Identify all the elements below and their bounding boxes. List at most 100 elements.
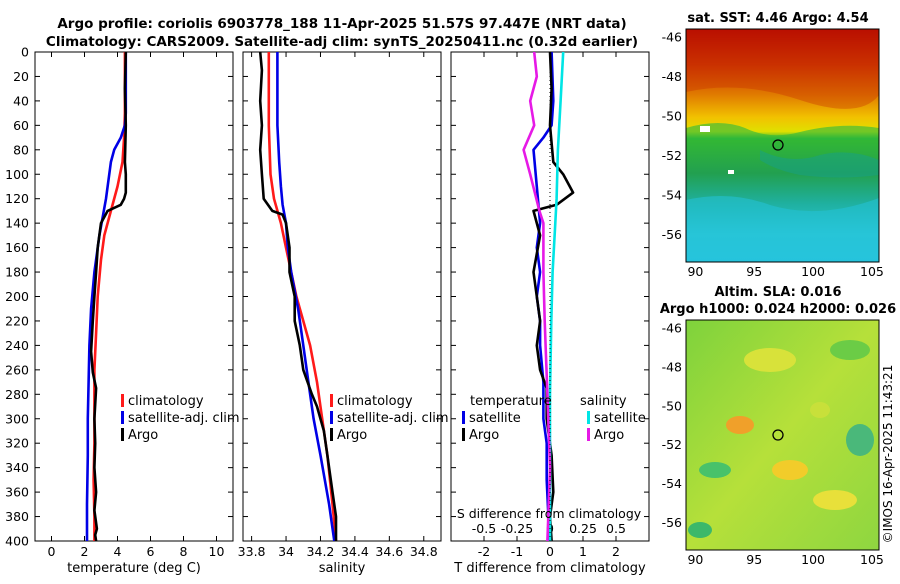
legend-swatch-t-satellite (462, 411, 465, 424)
series-line-argo (258, 52, 338, 541)
temperature-axes (34, 51, 234, 542)
legend-label-s-satellite: satellite (594, 411, 646, 426)
y-tick-label: 380 (5, 509, 29, 524)
x-tick-label: 33.8 (238, 544, 266, 559)
map-y-tick-label: -52 (662, 148, 682, 163)
map-x-tick-label: 105 (860, 552, 884, 567)
map-x-tick-label: 100 (801, 552, 825, 567)
sst-map-frame (685, 28, 880, 263)
legend-label-s-argo: Argo (594, 428, 624, 443)
x-tick-label: 34.8 (410, 544, 438, 559)
map-y-tick-label: -50 (662, 108, 682, 123)
x-tick-label: 2 (81, 544, 89, 559)
y-tick-label: 220 (5, 313, 29, 328)
map-y-tick-label: -52 (662, 437, 682, 452)
legend-swatch-argo (330, 428, 333, 441)
legend-label-climatology: climatology (337, 394, 413, 409)
legend-swatch-s-argo (587, 428, 590, 441)
series-line-argo (89, 52, 128, 541)
y-tick-label: 20 (13, 69, 29, 84)
legend-title-salinity: salinity (580, 394, 627, 409)
map-y-tick-label: -46 (662, 29, 682, 44)
sst-float-marker (772, 139, 784, 151)
x-tick-label: 34.6 (375, 544, 403, 559)
legend-label-t-argo: Argo (469, 428, 499, 443)
legend-swatch-satellite-adj (121, 411, 124, 424)
y-tick-label: 140 (5, 216, 29, 231)
x-tick-label: 4 (114, 544, 122, 559)
y-tick-label: 40 (13, 93, 29, 108)
map-y-tick-label: -56 (662, 227, 682, 242)
sla-map-title-line-1: Altim. SLA: 0.016 (715, 285, 842, 300)
y-tick-label: 280 (5, 387, 29, 402)
y-tick-label: 120 (5, 191, 29, 206)
legend-label-climatology: climatology (128, 394, 204, 409)
map-x-tick-label: 105 (860, 264, 884, 279)
x-tick-label: 2 (612, 544, 620, 559)
sst-map-title: sat. SST: 4.46 Argo: 4.54 (687, 11, 868, 26)
series-line-t-satellite (532, 52, 555, 541)
y-tick-label: 100 (5, 167, 29, 182)
map-y-tick-label: -48 (662, 359, 682, 374)
y-tick-label: 260 (5, 362, 29, 377)
map-y-tick-label: -56 (662, 515, 682, 530)
salinity-legend: climatology satellite-adj. clim Argo (330, 394, 449, 443)
s-tick-label: -0.5 (472, 521, 496, 536)
sla-map-title-line-2: Argo h1000: 0.024 h2000: 0.026 (660, 302, 896, 317)
map-y-tick-label: -48 (662, 69, 682, 84)
title-line-1: Argo profile: coriolis 6903778_188 11-Ap… (57, 16, 626, 32)
y-tick-label: 360 (5, 485, 29, 500)
legend-swatch-argo (121, 428, 124, 441)
map-x-tick-label: 90 (687, 264, 703, 279)
map-x-tick-label: 95 (746, 552, 762, 567)
y-tick-label: 180 (5, 265, 29, 280)
x-tick-label: 0 (48, 544, 56, 559)
legend-swatch-climatology (121, 394, 124, 407)
legend-swatch-s-satellite (587, 411, 590, 424)
x-tick-label: 6 (147, 544, 155, 559)
series-line-s-argo (522, 52, 552, 541)
legend-label-argo: Argo (337, 428, 367, 443)
y-tick-label: 0 (21, 45, 29, 60)
map-x-tick-label: 100 (801, 264, 825, 279)
s-tick-label: 0.25 (569, 521, 597, 536)
y-tick-label: 320 (5, 436, 29, 451)
y-tick-label: 300 (5, 411, 29, 426)
legend-swatch-climatology (330, 394, 333, 407)
x-tick-label: 34 (278, 544, 294, 559)
legend-label-t-satellite: satellite (469, 411, 521, 426)
map-y-tick-label: -54 (662, 187, 682, 202)
y-tick-label: 240 (5, 338, 29, 353)
legend-label-argo: Argo (128, 428, 158, 443)
x-tick-label: 10 (209, 544, 225, 559)
x-tick-label: 34.4 (341, 544, 369, 559)
temperature-xlabel: temperature (deg C) (67, 561, 201, 576)
temperature-legend: climatology satellite-adj. clim Argo (121, 394, 240, 443)
sla-float-marker (772, 429, 784, 441)
difference-xlabel: T difference from climatology (453, 561, 646, 576)
x-tick-label: 1 (579, 544, 587, 559)
legend-swatch-satellite-adj (330, 411, 333, 424)
s-tick-label: 0.5 (606, 521, 626, 536)
s-tick-label: -0.25 (501, 521, 533, 536)
s-difference-label: S difference from climatology (457, 506, 642, 521)
x-tick-label: -1 (511, 544, 523, 559)
legend-label-satellite-adj: satellite-adj. clim (337, 411, 449, 426)
x-tick-label: -2 (478, 544, 490, 559)
map-y-tick-label: -54 (662, 476, 682, 491)
map-y-tick-label: -46 (662, 320, 682, 335)
x-tick-label: 0 (546, 544, 554, 559)
legend-label-satellite-adj: satellite-adj. clim (128, 411, 240, 426)
y-tick-label: 80 (13, 142, 29, 157)
y-tick-label: 400 (5, 534, 29, 549)
legend-swatch-t-argo (462, 428, 465, 441)
map-x-tick-label: 95 (746, 264, 762, 279)
y-tick-label: 340 (5, 460, 29, 475)
sla-map-frame (685, 319, 880, 551)
difference-legend: temperature salinity satellite Argo sate… (462, 394, 646, 443)
map-x-tick-label: 90 (687, 552, 703, 567)
y-tick-label: 60 (13, 118, 29, 133)
salinity-axes (242, 51, 442, 542)
